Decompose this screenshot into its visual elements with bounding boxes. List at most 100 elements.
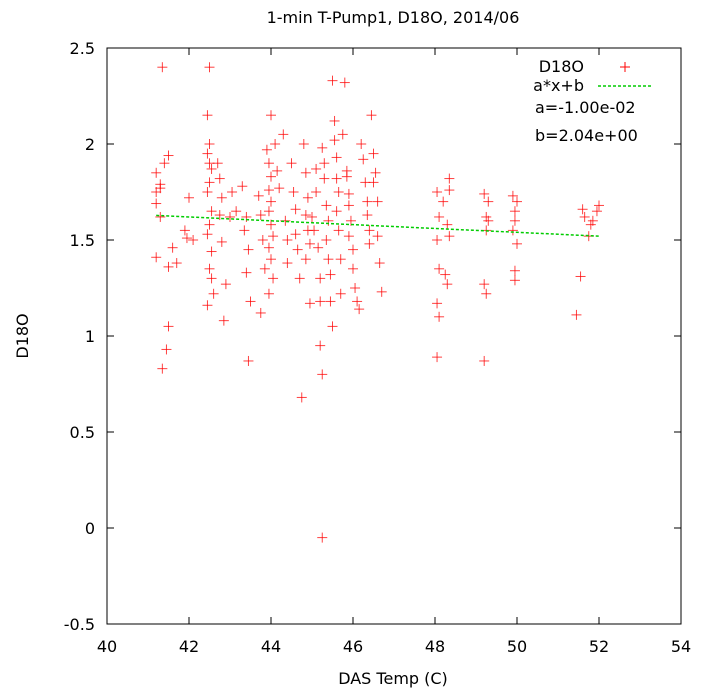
data-point [321,200,332,211]
data-point [432,352,443,363]
data-point [266,254,276,265]
data-point [442,219,453,230]
data-point [237,181,248,192]
data-point [272,165,283,176]
data-point [358,154,369,165]
data-point [266,219,276,230]
data-point [255,210,266,221]
data-point [333,187,344,197]
y-tick-label: 1 [85,327,95,346]
data-point [288,187,299,197]
data-point [317,369,328,380]
data-point [438,196,449,207]
x-tick-label: 44 [261,637,281,656]
data-point [202,229,213,240]
data-point [157,363,168,374]
legend: D18O a*x+b a=-1.00e-02 b=2.04e+00 [533,57,652,145]
data-point [202,187,213,197]
data-point [348,263,358,274]
data-point [307,211,317,222]
x-tick-label: 52 [589,637,609,656]
data-point [290,229,301,240]
data-point [317,142,328,153]
data-point [266,171,276,182]
data-point [163,321,174,332]
y-tick-labels: -0.5 0 0.5 1 1.5 2 2.5 [64,39,95,634]
data-point [292,244,303,255]
x-tick-label: 50 [507,637,527,656]
data-point [268,231,279,242]
y-tick-label: -0.5 [64,615,95,634]
data-point [434,311,445,322]
data-point [155,183,166,194]
data-point [163,261,174,272]
y-tick-label: 2 [85,135,95,154]
data-point [188,235,199,245]
data-point [239,225,250,236]
data-point [440,269,451,280]
data-point [329,135,340,146]
y-tick-label: 0.5 [70,423,95,442]
data-point [337,129,348,140]
data-point [585,219,596,230]
data-point [268,273,279,284]
data-point [509,206,520,217]
data-point [479,188,490,199]
data-point [343,188,354,199]
data-point [432,187,443,197]
data-point [479,279,490,290]
data-point [333,225,344,236]
data-point [376,286,387,297]
data-point [208,288,219,299]
data-point [512,196,522,207]
data-point [282,235,293,245]
axis-ticks [106,47,682,625]
data-point [212,158,223,169]
data-point [319,158,330,169]
data-point [368,148,379,159]
data-point [220,279,231,290]
data-point [483,215,494,226]
data-point [204,62,215,73]
data-point [331,152,342,163]
data-point [442,279,453,290]
data-point [339,77,350,88]
data-point [343,200,354,211]
x-tick-label: 46 [343,637,363,656]
data-point [270,139,281,149]
data-point [507,225,518,236]
x-tick-label: 42 [179,637,199,656]
legend-marker-d18o [620,62,630,72]
data-point [294,273,305,284]
data-point [594,200,604,211]
data-point [509,215,520,226]
data-point [266,196,276,207]
data-point [370,167,381,178]
data-point [325,296,336,307]
data-point [245,296,256,307]
data-point [204,139,215,149]
y-tick-label: 2.5 [70,39,95,58]
data-point [432,298,443,309]
data-point [202,110,213,121]
data-point [206,246,217,257]
y-tick-label: 1.5 [70,231,95,250]
data-point [300,254,311,265]
data-point [343,231,354,242]
data-point [159,158,170,169]
data-point [366,110,377,121]
data-point [327,75,338,86]
data-point [300,210,311,221]
data-point [206,163,217,174]
data-point [315,296,326,307]
data-point [319,173,330,184]
data-point [509,275,520,286]
data-point [432,235,443,245]
annotation-a: a=-1.00e-02 [535,98,636,117]
y-axis-label: D18O [13,313,32,358]
data-point [216,236,227,247]
data-point [372,231,383,242]
data-point [298,139,309,149]
data-point [444,185,455,196]
data-point [325,269,336,280]
